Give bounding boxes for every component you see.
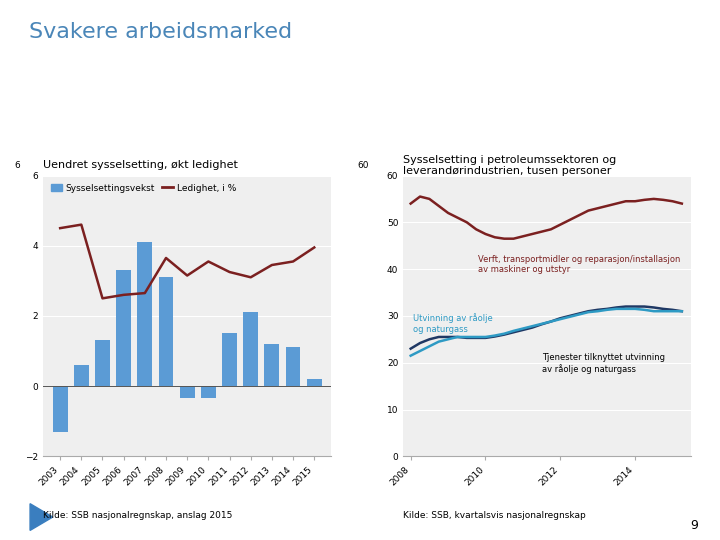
Text: Tjenester tilknyttet utvinning
av råolje og naturgass: Tjenester tilknyttet utvinning av råolje… xyxy=(541,353,665,374)
Text: Kilde: SSB nasjonalregnskap, anslag 2015: Kilde: SSB nasjonalregnskap, anslag 2015 xyxy=(43,511,233,521)
Bar xyxy=(307,379,322,386)
Text: leverandørindustrien, tusen personer: leverandørindustrien, tusen personer xyxy=(403,165,611,176)
Bar xyxy=(53,386,68,432)
Bar xyxy=(264,344,279,386)
Bar xyxy=(222,333,237,386)
Text: 6: 6 xyxy=(14,161,20,170)
Bar xyxy=(286,348,300,386)
Text: Utvinning av råolje
og naturgass: Utvinning av råolje og naturgass xyxy=(413,314,492,334)
Bar xyxy=(201,386,216,399)
Text: Kilde: SSB, kvartalsvis nasjonalregnskap: Kilde: SSB, kvartalsvis nasjonalregnskap xyxy=(403,511,586,521)
Text: Uendret sysselsetting, økt ledighet: Uendret sysselsetting, økt ledighet xyxy=(43,160,238,170)
Polygon shape xyxy=(30,504,53,530)
Bar xyxy=(138,242,152,386)
Text: Verft, transportmidler og reparasjon/installasjon
av maskiner og utstyr: Verft, transportmidler og reparasjon/ins… xyxy=(478,255,680,274)
Bar xyxy=(116,270,131,386)
Bar xyxy=(74,365,89,386)
Text: Svakere arbeidsmarked: Svakere arbeidsmarked xyxy=(29,22,292,42)
Text: Sysselsetting i petroleumssektoren og: Sysselsetting i petroleumssektoren og xyxy=(403,154,616,165)
Bar xyxy=(243,312,258,386)
Bar xyxy=(180,386,194,399)
Legend: Sysselsettingsvekst, Ledighet, i %: Sysselsettingsvekst, Ledighet, i % xyxy=(48,180,240,196)
Bar xyxy=(95,341,110,386)
Bar xyxy=(158,277,174,386)
Text: 60: 60 xyxy=(357,161,369,170)
Text: 9: 9 xyxy=(690,519,698,532)
